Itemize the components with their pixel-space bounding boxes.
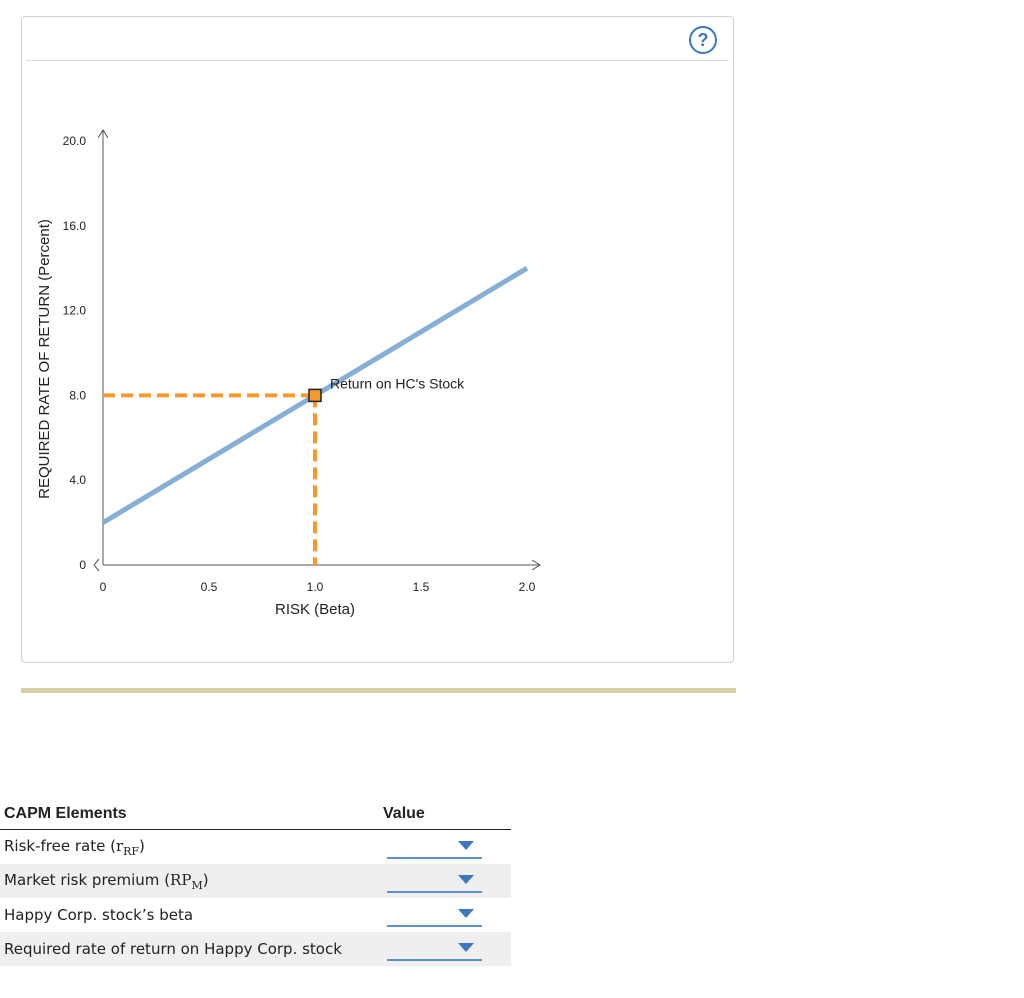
x-tick-label: 1.0 [307,580,324,594]
hc-stock-point [308,388,322,403]
axes [93,130,540,572]
chevron-down-icon [458,841,474,850]
chevron-down-icon [458,875,474,884]
x-tick-label: 0 [100,580,107,594]
chevron-down-icon [458,909,474,918]
header-value: Value [383,797,511,830]
points: Return on HC's Stock [308,375,465,403]
table-row: Risk-free rate (rRF) [0,830,511,865]
y-tick-label: 0 [79,558,86,572]
tick-labels: 0 0.5 1.0 1.5 2.0 0 4.0 8.0 12.0 16.0 20.0 [63,134,536,594]
table-row: Required rate of return on Happy Corp. s… [0,932,511,966]
x-axis-left-arrow [93,558,100,572]
panel-divider [26,60,729,61]
row-label: Happy Corp. stock’s beta [4,906,194,924]
point-label: Return on HC's Stock [330,375,465,391]
section-separator [21,688,736,693]
table-row: Market risk premium (RPM) [0,864,511,898]
y-tick-label: 20.0 [63,134,87,148]
value-cell [383,830,511,865]
required-return-dropdown[interactable] [387,937,482,961]
value-cell [383,932,511,966]
y-tick-label: 8.0 [69,388,86,402]
y-tick-label: 16.0 [63,219,87,233]
help-icon[interactable]: ? [689,26,717,54]
y-axis-label: REQUIRED RATE OF RETURN (Percent) [36,219,53,499]
value-cell [383,898,511,932]
row-label: Risk-free rate (rRF) [4,836,145,858]
capm-chart: 0 0.5 1.0 1.5 2.0 0 4.0 8.0 12.0 16.0 20.0 Return … [36,0,760,618]
row-label: Required rate of return on Happy Corp. s… [0,932,383,966]
x-tick-label: 2.0 [519,580,536,594]
x-tick-label: 0.5 [201,580,218,594]
market-risk-premium-dropdown[interactable] [387,869,482,893]
header-capm-elements: CAPM Elements [0,797,383,830]
table-header-row: CAPM Elements Value [0,797,511,830]
chevron-down-icon [458,943,474,952]
y-tick-label: 4.0 [69,473,86,487]
y-tick-label: 12.0 [63,304,87,318]
risk-free-rate-dropdown[interactable] [387,835,482,859]
table-row: Happy Corp. stock’s beta [0,898,511,932]
value-cell [383,864,511,898]
x-axis-label: RISK (Beta) [275,601,355,618]
row-label: Market risk premium (RPM) [0,864,383,898]
guide-lines [103,393,317,565]
x-tick-label: 1.5 [413,580,430,594]
graph-panel: ? [21,16,734,663]
beta-dropdown[interactable] [387,903,482,927]
capm-table: CAPM Elements Value Risk-free rate (rRF)… [0,797,511,966]
